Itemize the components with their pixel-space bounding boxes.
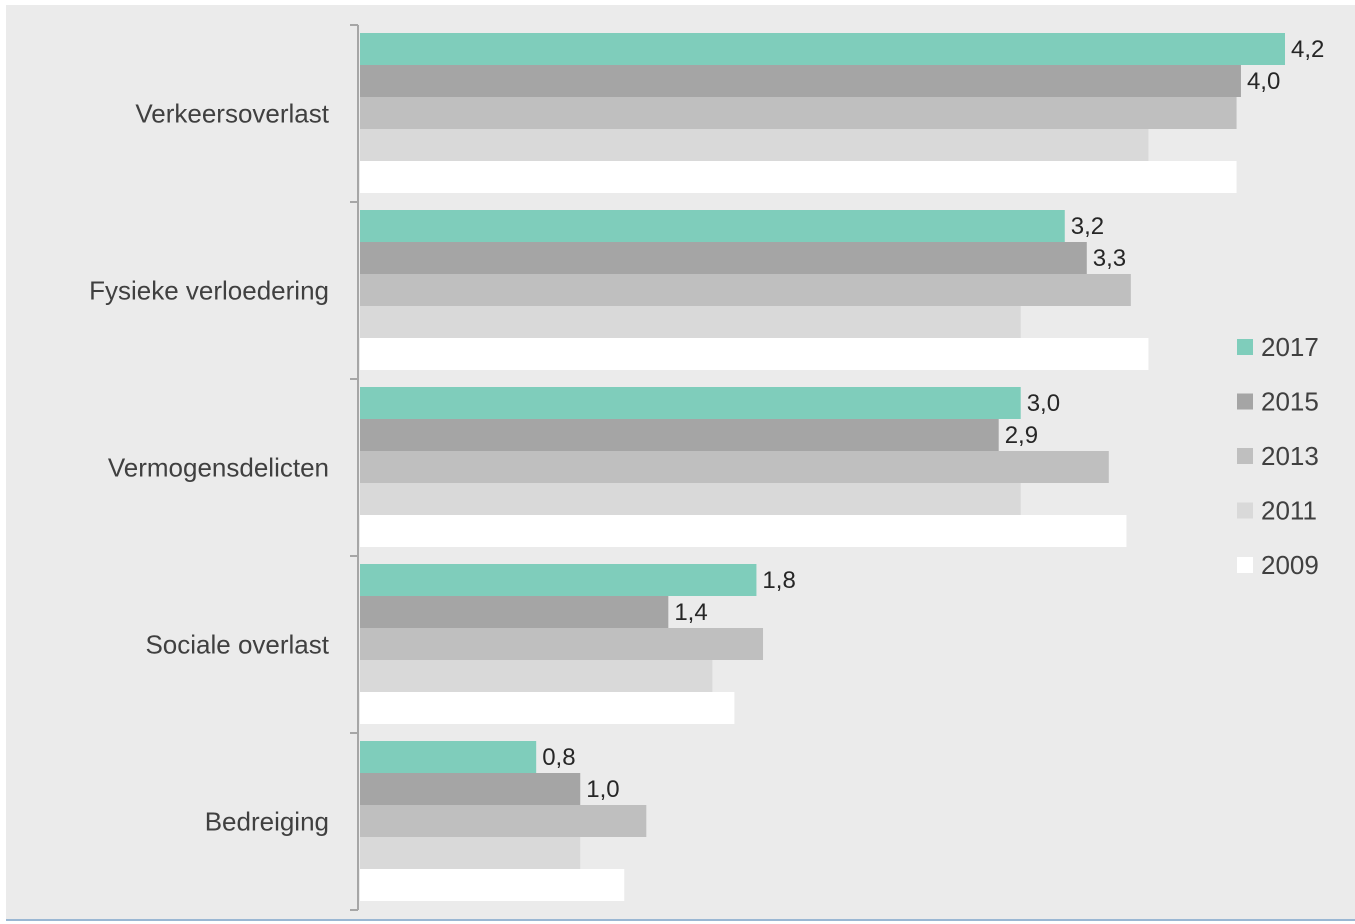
bar-2017 xyxy=(360,564,757,596)
bar-2011 xyxy=(360,306,1021,338)
legend-swatch-2011 xyxy=(1237,502,1253,519)
bar-2009 xyxy=(360,338,1149,370)
bar-2009 xyxy=(360,692,735,724)
data-label: 1,4 xyxy=(674,599,707,626)
bar-2013 xyxy=(360,805,647,837)
bar-2011 xyxy=(360,837,581,869)
data-label: 3,0 xyxy=(1027,390,1060,417)
legend-swatch-2009 xyxy=(1237,557,1253,573)
bar-2013 xyxy=(360,451,1109,483)
bar-2015 xyxy=(360,596,669,628)
legend-label: 2015 xyxy=(1261,387,1319,417)
legend-label: 2009 xyxy=(1261,550,1319,580)
bar-2017 xyxy=(360,210,1065,242)
bar-2017 xyxy=(360,387,1021,419)
category-axis: Verkeersoverlast Fysieke verloedering Verm… xyxy=(89,24,359,911)
legend-label: 2013 xyxy=(1261,441,1319,471)
bar-2011 xyxy=(360,129,1149,161)
bar-2015 xyxy=(360,773,581,805)
bar-2009 xyxy=(360,869,625,901)
bars-layer xyxy=(360,33,1285,901)
bar-2017 xyxy=(360,33,1285,65)
bar-2015 xyxy=(360,242,1087,274)
category-label: Verkeersoverlast xyxy=(135,99,329,129)
category-label: Vermogensdelicten xyxy=(108,453,329,483)
legend-swatch-2017 xyxy=(1237,339,1253,355)
bar-2011 xyxy=(360,660,713,692)
data-label: 1,0 xyxy=(586,776,619,803)
legend-swatch-2013 xyxy=(1237,448,1253,464)
data-label: 3,3 xyxy=(1093,245,1126,272)
data-label: 4,0 xyxy=(1247,68,1280,95)
labels-layer: 4,2 4,0 3,2 3,3 3,0 2,9 1,8 1,4 0,8 1,0 xyxy=(542,36,1324,803)
legend-label: 2017 xyxy=(1261,332,1319,362)
bar-2013 xyxy=(360,628,764,660)
bar-2013 xyxy=(360,274,1131,306)
bar-2017 xyxy=(360,741,537,773)
bar-2015 xyxy=(360,419,999,451)
legend-label: 2011 xyxy=(1261,496,1317,526)
data-label: 4,2 xyxy=(1291,36,1324,63)
bar-2011 xyxy=(360,483,1021,515)
data-label: 1,8 xyxy=(762,567,795,594)
category-label: Fysieke verloedering xyxy=(89,276,329,306)
bar-2013 xyxy=(360,97,1237,129)
bar-2015 xyxy=(360,65,1241,97)
data-label: 3,2 xyxy=(1071,213,1104,240)
legend-swatch-2015 xyxy=(1237,393,1253,410)
bar-2009 xyxy=(360,161,1237,193)
legend: 2017 2015 2013 2011 2009 xyxy=(1237,332,1319,580)
data-label: 2,9 xyxy=(1005,422,1038,449)
category-label: Sociale overlast xyxy=(145,630,329,660)
category-label: Bedreiging xyxy=(205,807,329,837)
bar-2009 xyxy=(360,515,1127,547)
data-label: 0,8 xyxy=(542,744,575,771)
